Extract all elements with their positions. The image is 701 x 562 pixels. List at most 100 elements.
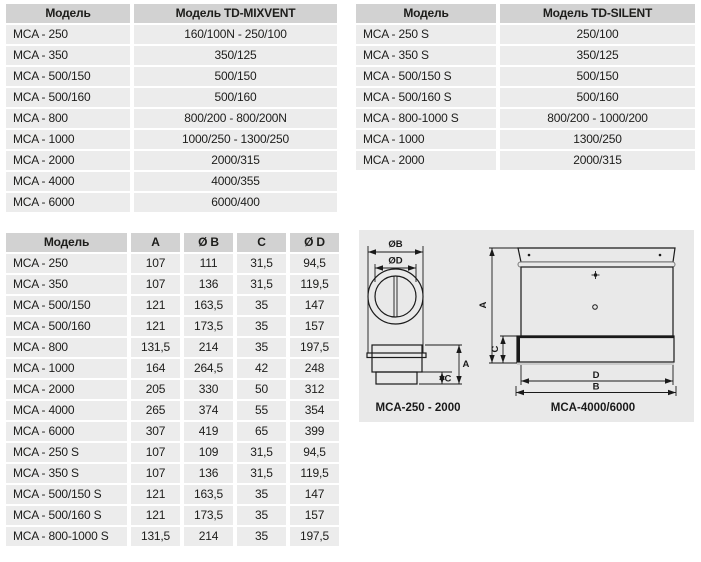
table-cell: 31,5 (237, 443, 286, 462)
dim-label-c-right: C (490, 345, 501, 352)
table-cell: MCA - 250 (6, 254, 127, 273)
table-cell: 264,5 (184, 359, 233, 378)
table-cell: MCA - 350 (6, 275, 127, 294)
table-cell: MCA - 350 S (6, 464, 127, 483)
table-cell: MCA - 800-1000 S (356, 109, 496, 128)
damper-inner-circle (374, 275, 417, 318)
table-cell: 173,5 (184, 317, 233, 336)
table-cell: 2000/315 (500, 151, 695, 170)
hole-marker (592, 304, 598, 310)
table-cell: 500/150 (500, 67, 695, 86)
table-row: MCA - 500/150 S 121 163,5 35 147 (6, 485, 339, 504)
table-row: MCA - 1000 1000/250 - 1300/250 (6, 130, 337, 149)
cross-marker (591, 271, 600, 279)
table-cell: 42 (237, 359, 286, 378)
table-row: MCA - 350 107 136 31,5 119,5 (6, 275, 339, 294)
table-row: MCA - 500/160 500/160 (6, 88, 337, 107)
table-cell: 6000/400 (134, 193, 337, 212)
table-row: MCA - 6000 307 419 65 399 (6, 422, 339, 441)
table-cell: 94,5 (290, 443, 339, 462)
table-row: MCA - 350 S 107 136 31,5 119,5 (6, 464, 339, 483)
table-row: MCA - 350 S 350/125 (356, 46, 695, 65)
table-cell: 374 (184, 401, 233, 420)
caption-right-view: MCA-4000/6000 (551, 402, 635, 414)
table-cell: 500/160 (500, 88, 695, 107)
table-cell: MCA - 250 S (6, 443, 127, 462)
dim-label-a-right: A (478, 301, 489, 308)
caption-left-view: MCA-250 - 2000 (375, 402, 460, 414)
table-cell: MCA - 500/160 S (356, 88, 496, 107)
table-cell: MCA - 6000 (6, 422, 127, 441)
table-cell: 157 (290, 506, 339, 525)
table-cell: 354 (290, 401, 339, 420)
table-cell: 1300/250 (500, 130, 695, 149)
table-cell: MCA - 2000 (6, 380, 127, 399)
table-cell: MCA - 500/160 (6, 317, 127, 336)
flange-top (517, 247, 676, 263)
table-cell: 800/200 - 1000/200 (500, 109, 695, 128)
table-cell: 131,5 (131, 527, 180, 546)
table-cell: 164 (131, 359, 180, 378)
table-cell: 307 (131, 422, 180, 441)
table-cell: 136 (184, 275, 233, 294)
table-cell: 173,5 (184, 506, 233, 525)
technical-drawing: ØB ØD A (366, 239, 677, 414)
table-cell: 419 (184, 422, 233, 441)
table-cell: 248 (290, 359, 339, 378)
table-cell: 119,5 (290, 275, 339, 294)
collar-left-bar (517, 336, 520, 362)
diagram-panel: ØB ØD A (359, 230, 694, 422)
table-cell: 107 (131, 254, 180, 273)
table-cell: MCA - 350 (6, 46, 130, 65)
table-cell: 197,5 (290, 338, 339, 357)
table-cell: 157 (290, 317, 339, 336)
table-cell: 147 (290, 296, 339, 315)
table-row: MCA - 500/150 121 163,5 35 147 (6, 296, 339, 315)
table-cell: MCA - 800 (6, 338, 127, 357)
table-cell: MCA - 1000 (6, 130, 130, 149)
table-row: MCA - 500/150 500/150 (6, 67, 337, 86)
table-row: MCA - 500/160 121 173,5 35 157 (6, 317, 339, 336)
table-cell: 31,5 (237, 254, 286, 273)
table-cell: 399 (290, 422, 339, 441)
table-row: MCA - 800-1000 S 131,5 214 35 197,5 (6, 527, 339, 546)
table-cell: MCA - 500/150 (6, 296, 127, 315)
table-cell: 121 (131, 296, 180, 315)
table-row: MCA - 2000 205 330 50 312 (6, 380, 339, 399)
table-row: MCA - 4000 265 374 55 354 (6, 401, 339, 420)
table-cell: 205 (131, 380, 180, 399)
table-row: MCA - 250 S 250/100 (356, 25, 695, 44)
table-cell: Модель TD-MIXVENT (134, 4, 337, 23)
dim-label-b: B (593, 382, 600, 393)
table-row: MCA - 800 800/200 - 800/200N (6, 109, 337, 128)
table-cell: 350/125 (134, 46, 337, 65)
table-row: MCA - 1000 164 264,5 42 248 (6, 359, 339, 378)
table-mixvent: Модель Модель TD-MIXVENT MCA - 250 160/100… (6, 4, 337, 214)
table-cell: MCA - 500/150 (6, 67, 130, 86)
table-cell: 312 (290, 380, 339, 399)
side-view-collar (375, 371, 418, 385)
table-row: MCA - 1000 1300/250 (356, 130, 695, 149)
table-cell: MCA - 1000 (356, 130, 496, 149)
damper-outer-circle (367, 268, 424, 325)
table-row: MCA - 800 131,5 214 35 197,5 (6, 338, 339, 357)
table-cell: MCA - 250 S (356, 25, 496, 44)
table-cell: 107 (131, 464, 180, 483)
table-cell: 500/160 (134, 88, 337, 107)
table-cell: 35 (237, 296, 286, 315)
table-cell: 330 (184, 380, 233, 399)
table-cell: 163,5 (184, 485, 233, 504)
table-silent: Модель Модель TD-SILENT MCA - 250 S 250/10… (356, 4, 695, 172)
table-cell: 50 (237, 380, 286, 399)
table-cell: 35 (237, 506, 286, 525)
table-row: MCA - 250 S 107 109 31,5 94,5 (6, 443, 339, 462)
table-cell: 214 (184, 338, 233, 357)
table-cell: 107 (131, 443, 180, 462)
table-cell: MCA - 4000 (6, 172, 130, 191)
table-cell: Ø B (184, 233, 233, 252)
table-row: MCA - 250 107 111 31,5 94,5 (6, 254, 339, 273)
screw-dot-right (658, 253, 662, 257)
table-cell: MCA - 500/160 (6, 88, 130, 107)
